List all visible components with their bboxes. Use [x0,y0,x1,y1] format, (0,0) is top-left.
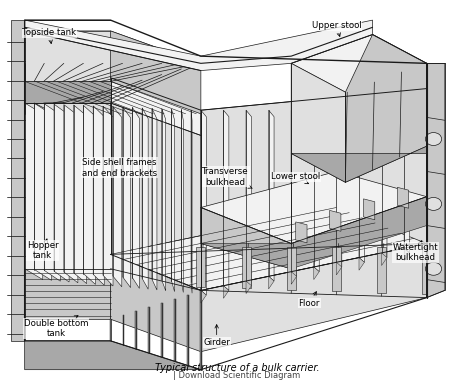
Polygon shape [422,247,431,294]
Polygon shape [25,31,110,81]
Polygon shape [201,290,206,303]
Polygon shape [201,197,427,269]
Polygon shape [172,109,174,291]
Polygon shape [148,307,150,353]
Polygon shape [291,146,427,182]
Polygon shape [174,299,176,361]
Text: Floor: Floor [299,292,320,308]
Text: Transverse
bulkhead: Transverse bulkhead [202,167,252,188]
Polygon shape [162,108,166,291]
Polygon shape [191,110,192,293]
Polygon shape [246,281,251,294]
Text: Girder: Girder [203,325,230,347]
Polygon shape [269,110,274,281]
Polygon shape [136,311,137,349]
Polygon shape [152,108,157,290]
Polygon shape [337,110,342,267]
Polygon shape [382,253,387,265]
Polygon shape [110,78,201,290]
Polygon shape [364,199,375,220]
Text: Double bottom
tank: Double bottom tank [24,316,89,338]
Polygon shape [161,303,163,357]
Polygon shape [110,254,201,352]
Text: Hopper
tank: Hopper tank [27,239,59,261]
Polygon shape [132,107,139,288]
Circle shape [425,197,442,210]
Polygon shape [404,248,410,261]
Polygon shape [35,104,52,280]
Polygon shape [142,108,148,289]
Polygon shape [269,276,274,289]
Polygon shape [122,315,124,345]
Polygon shape [427,110,432,248]
Polygon shape [196,247,205,287]
Polygon shape [329,210,341,231]
Polygon shape [287,247,296,290]
Polygon shape [25,341,201,370]
Polygon shape [201,172,427,244]
Text: Side shell frames
and end brackets: Side shell frames and end brackets [82,158,157,178]
Polygon shape [110,103,201,290]
Text: | Download Scientific Diagram: | Download Scientific Diagram [173,371,301,379]
Polygon shape [291,34,427,92]
Polygon shape [242,247,251,288]
Polygon shape [103,106,113,286]
Polygon shape [201,110,206,295]
Polygon shape [25,103,43,280]
Circle shape [425,262,442,275]
Polygon shape [110,207,427,290]
Polygon shape [332,247,341,291]
Polygon shape [11,20,25,341]
Polygon shape [346,34,427,182]
Polygon shape [201,244,427,352]
Polygon shape [109,319,111,341]
Polygon shape [377,247,386,293]
Polygon shape [314,110,319,272]
Polygon shape [25,81,110,103]
Polygon shape [382,110,387,257]
Polygon shape [201,207,291,269]
Text: Upper stool: Upper stool [311,21,361,36]
Text: Topside tank: Topside tank [22,28,77,44]
Polygon shape [25,31,201,63]
Polygon shape [44,104,60,281]
Polygon shape [291,146,427,244]
Polygon shape [73,105,87,283]
Polygon shape [181,109,183,292]
Circle shape [425,133,442,146]
Polygon shape [110,31,201,114]
Polygon shape [291,63,346,182]
Polygon shape [359,257,365,270]
Polygon shape [110,269,201,319]
Text: Watertight
bulkhead: Watertight bulkhead [392,241,438,262]
Polygon shape [337,262,342,275]
Polygon shape [113,107,122,287]
Polygon shape [314,267,319,280]
Text: Typical structure of a bulk carrier.: Typical structure of a bulk carrier. [155,363,319,372]
Polygon shape [359,110,365,262]
Polygon shape [291,110,297,276]
Text: Lower stool: Lower stool [271,172,320,184]
Polygon shape [25,103,110,269]
Polygon shape [64,105,78,283]
Polygon shape [397,187,409,208]
Polygon shape [427,244,432,256]
Polygon shape [291,272,297,284]
Polygon shape [123,107,130,288]
Polygon shape [246,110,251,286]
Polygon shape [427,63,445,298]
Polygon shape [54,104,69,282]
Polygon shape [93,106,104,285]
Polygon shape [25,269,110,319]
Polygon shape [200,290,202,370]
Polygon shape [223,286,229,298]
Polygon shape [25,20,373,71]
Polygon shape [296,222,307,243]
Polygon shape [83,105,95,284]
Polygon shape [404,110,410,253]
Polygon shape [201,89,427,290]
Polygon shape [187,295,189,366]
Polygon shape [223,110,229,290]
